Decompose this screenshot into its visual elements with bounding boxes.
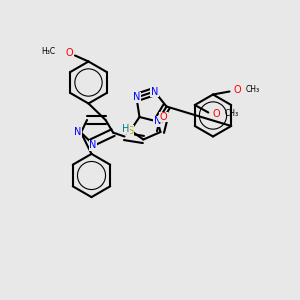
Text: H: H [122, 124, 130, 134]
Text: N: N [151, 86, 158, 97]
Text: O: O [212, 109, 220, 119]
Text: N: N [74, 127, 82, 137]
Text: H₃C: H₃C [41, 47, 56, 56]
Text: N: N [89, 140, 97, 150]
Text: O: O [160, 112, 167, 122]
Text: CH₃: CH₃ [246, 85, 260, 94]
Text: CH₃: CH₃ [225, 110, 239, 118]
Text: O: O [65, 47, 73, 58]
Text: O: O [233, 85, 241, 95]
Text: S: S [128, 125, 134, 136]
Text: N: N [154, 116, 161, 127]
Text: N: N [133, 92, 140, 103]
